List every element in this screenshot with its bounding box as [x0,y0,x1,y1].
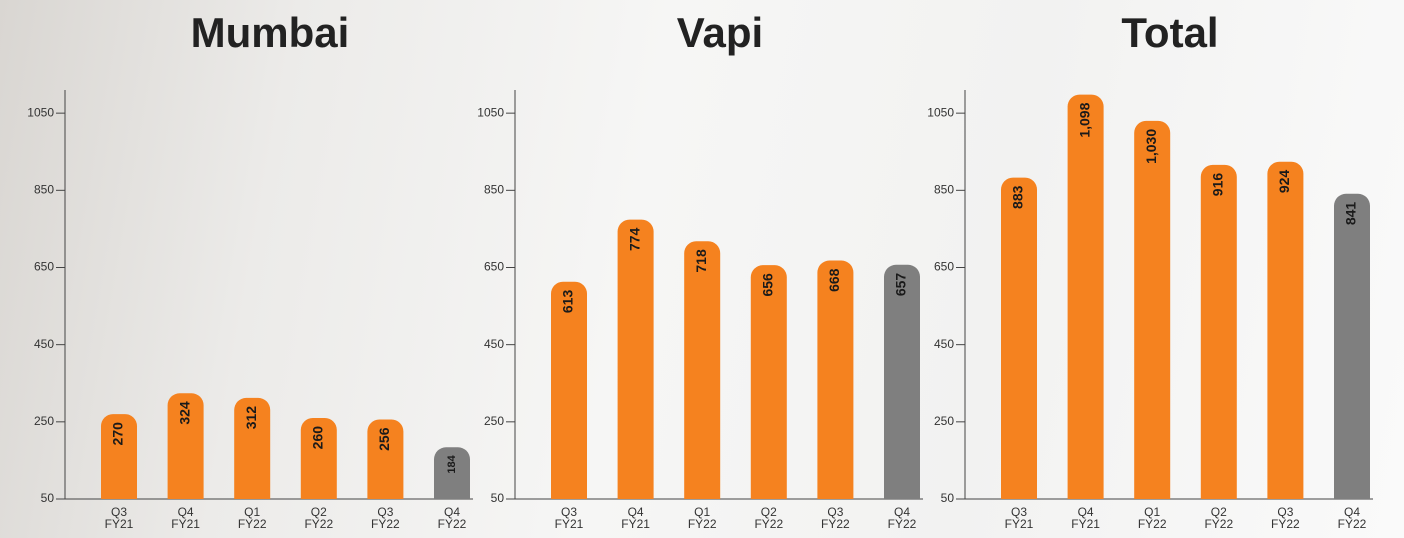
value-label: 184 [446,454,458,473]
bar [684,241,720,499]
value-label: 312 [243,406,259,430]
x-tick-label: Q2 FY22 [1197,506,1241,530]
y-tick-label: 450 [34,337,54,351]
charts: Mumbai 50 250 450 650 850 1050 270 324 312 260 256 1… [0,0,1404,538]
value-label: 256 [376,427,392,451]
value-label: 841 [1343,202,1359,226]
x-tick-label: Q2 FY22 [297,506,341,530]
x-tick-label: Q1 FY22 [1130,506,1174,530]
x-tick-label: Q3 FY22 [813,506,857,530]
bar [1068,95,1104,499]
page: Mumbai 50 250 450 650 850 1050 270 324 312 260 256 1… [0,0,1404,538]
bar [1134,121,1170,499]
bar [618,220,654,499]
y-tick-label: 450 [484,337,504,351]
y-tick-label: 1050 [477,105,504,119]
x-tick-label: Q3 FY22 [363,506,407,530]
y-tick-label: 450 [934,337,954,351]
value-label: 668 [826,268,842,292]
bar [817,261,853,499]
y-tick-label: 50 [941,491,955,505]
x-tick-label: Q4 FY21 [614,506,658,530]
bar [1001,178,1037,499]
value-label: 774 [626,227,642,251]
value-label: 1,030 [1143,129,1159,164]
value-label: 916 [1210,173,1226,197]
x-tick-label: Q1 FY22 [230,506,274,530]
x-tick-label: Q3 FY21 [547,506,591,530]
y-tick-label: 850 [934,182,954,196]
y-tick-label: 650 [34,260,54,274]
value-label: 718 [693,249,709,273]
x-tick-label: Q3 FY21 [997,506,1041,530]
chart-title: Vapi [677,9,763,56]
y-tick-label: 250 [34,414,54,428]
x-tick-label: Q2 FY22 [747,506,791,530]
x-tick-label: Q4 FY22 [430,506,474,530]
value-label: 657 [893,273,909,297]
value-label: 924 [1276,170,1292,194]
bar [884,265,920,499]
y-tick-label: 250 [934,414,954,428]
value-label: 324 [176,401,192,425]
bar [551,282,587,499]
y-tick-label: 1050 [927,105,954,119]
y-tick-label: 850 [34,182,54,196]
value-label: 613 [560,290,576,314]
value-label: 1,098 [1076,102,1092,137]
value-label: 656 [760,273,776,297]
value-label: 270 [110,422,126,446]
bar [1267,162,1303,499]
bar [1201,165,1237,499]
x-tick-label: Q4 FY22 [880,506,924,530]
x-tick-label: Q3 FY22 [1263,506,1307,530]
y-tick-label: 650 [484,260,504,274]
y-tick-label: 850 [484,182,504,196]
y-tick-label: 250 [484,414,504,428]
bar [751,265,787,499]
x-tick-label: Q4 FY21 [1064,506,1108,530]
x-tick-label: Q4 FY21 [164,506,208,530]
value-label: 883 [1010,185,1026,209]
chart-title: Mumbai [191,9,350,56]
x-tick-label: Q4 FY22 [1330,506,1374,530]
chart-title: Total [1121,9,1218,56]
value-label: 260 [310,426,326,450]
y-tick-label: 650 [934,260,954,274]
y-tick-label: 1050 [27,105,54,119]
bar [1334,194,1370,499]
y-tick-label: 50 [491,491,505,505]
x-tick-label: Q1 FY22 [680,506,724,530]
y-tick-label: 50 [41,491,55,505]
x-tick-label: Q3 FY21 [97,506,141,530]
